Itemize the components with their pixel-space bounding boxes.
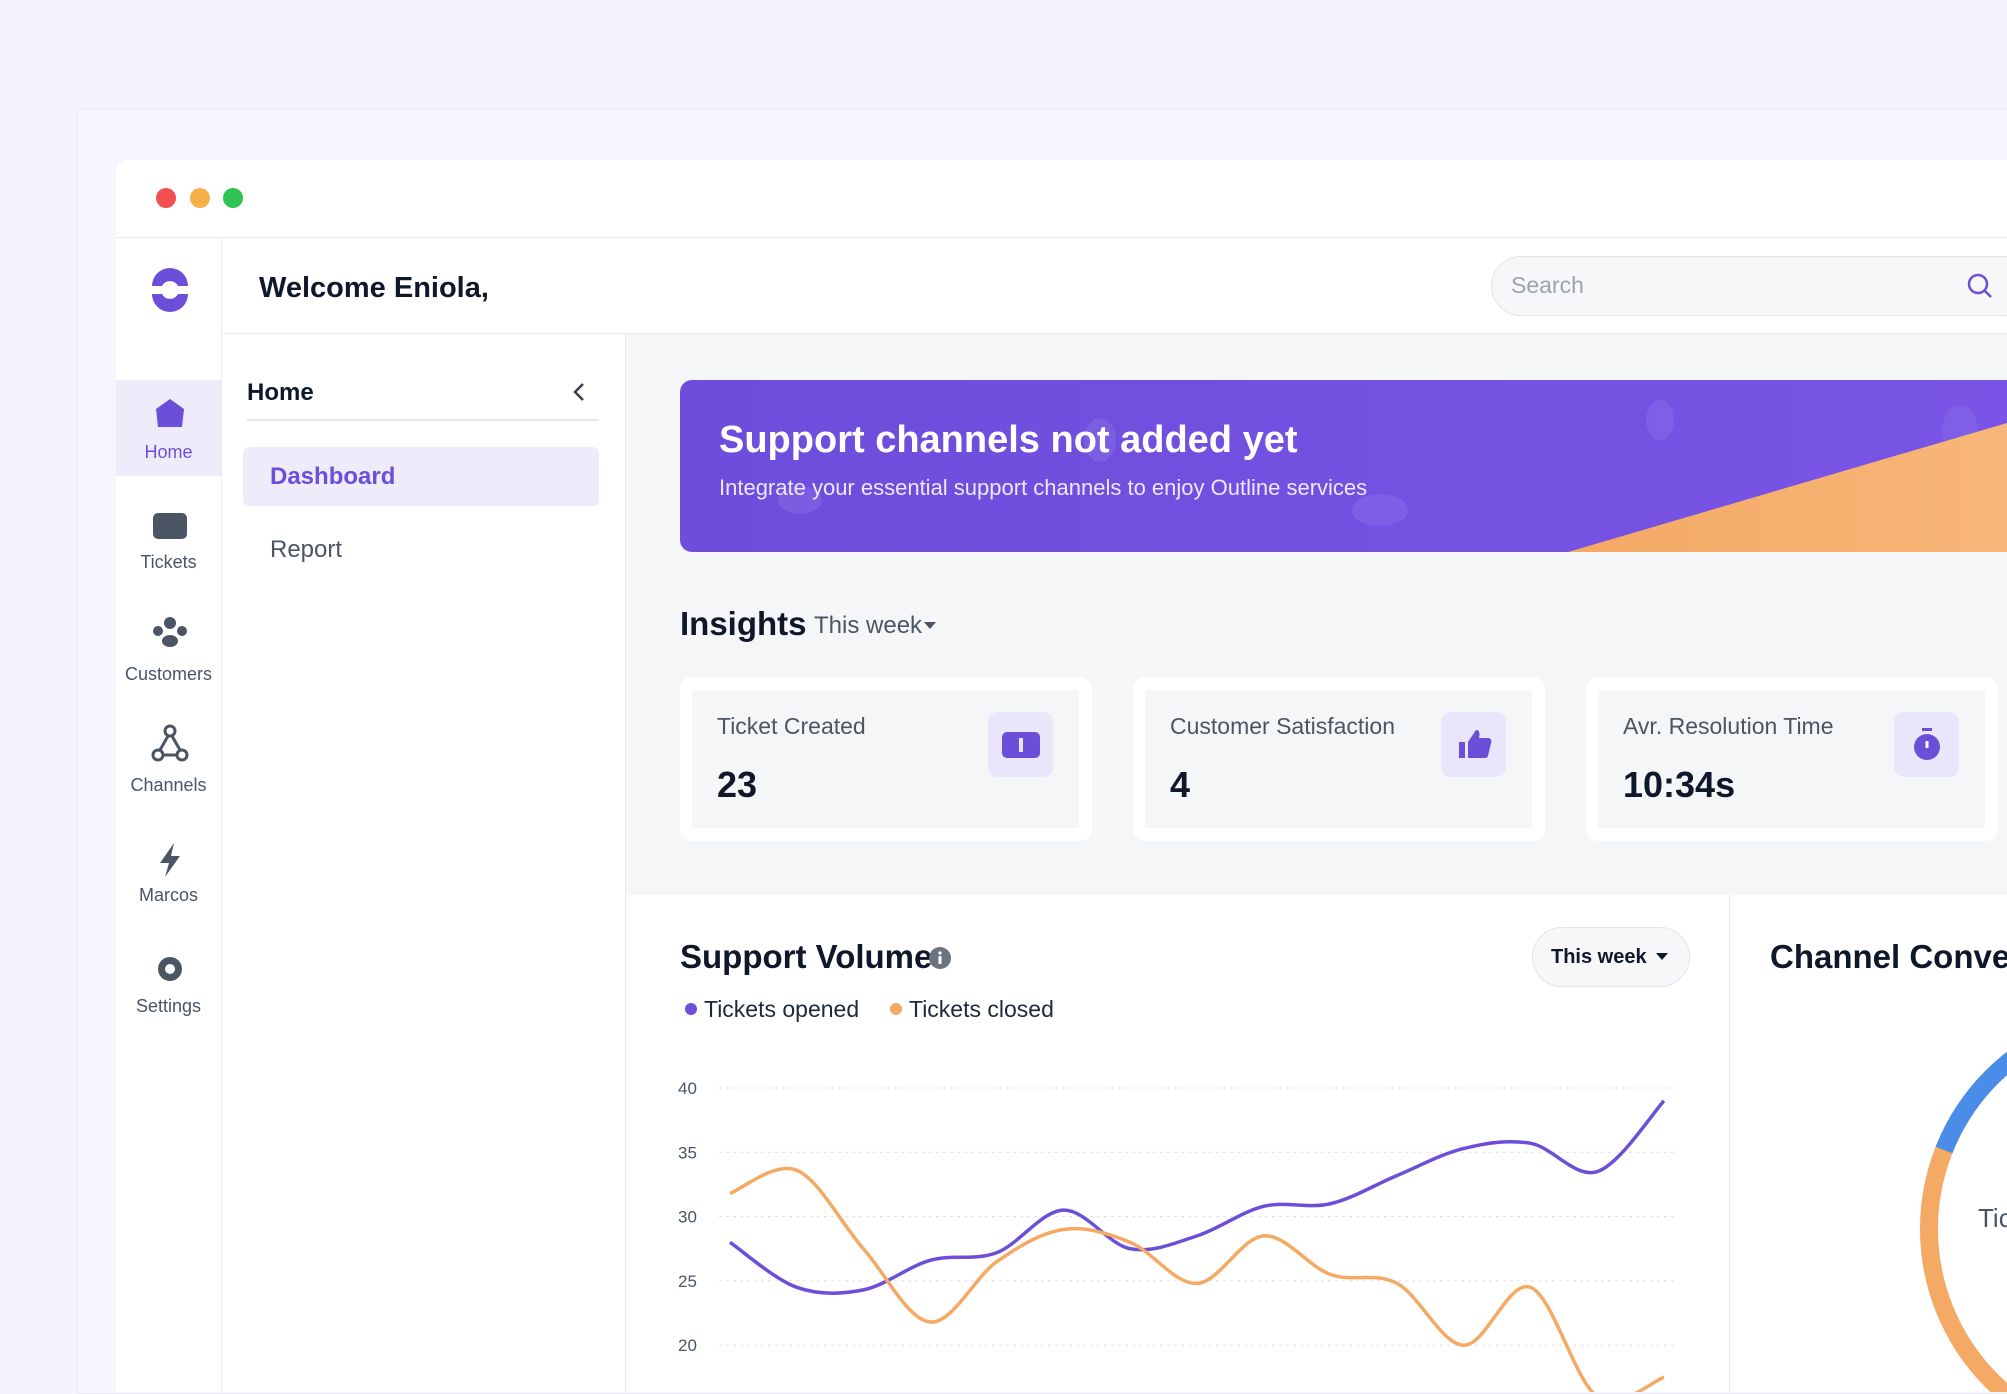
- card-value: 10:34s: [1623, 764, 1736, 805]
- card-icon: [1441, 712, 1506, 777]
- series-line: [729, 1166, 1665, 1392]
- close-dot[interactable]: [156, 188, 176, 208]
- nav-tickets[interactable]: Tickets: [140, 552, 197, 572]
- greeting: Welcome Eniola,: [259, 272, 489, 304]
- nav-icons-2: [151, 617, 189, 981]
- search-placeholder: Search: [1511, 272, 1584, 298]
- info-icon[interactable]: [928, 946, 952, 970]
- donut: [1920, 1051, 2007, 1392]
- subnav-divider: [625, 334, 626, 1392]
- maximize-dot[interactable]: [223, 188, 243, 208]
- nav-settings[interactable]: Settings: [135, 996, 202, 1016]
- subnav-active-bg: [243, 447, 599, 506]
- period-caret[interactable]: [922, 619, 938, 631]
- y-tick-label: 25: [678, 1272, 697, 1291]
- donut-center-label: Tic: [1978, 1203, 2007, 1233]
- chart-period: This week: [1551, 946, 1647, 968]
- subnav-title: Home: [247, 379, 314, 406]
- subnav-dashboard[interactable]: Dashboard: [270, 463, 396, 490]
- collapse-chevron[interactable]: [570, 381, 590, 403]
- search-icon[interactable]: [1966, 272, 1994, 300]
- channel-title: Channel Conver: [1770, 938, 2007, 975]
- y-tick-label: 40: [678, 1079, 697, 1098]
- panel-divider: [1729, 895, 1730, 1392]
- chart-period-caret[interactable]: [1654, 950, 1670, 962]
- series-line: [729, 1099, 1666, 1296]
- rail-divider: [221, 238, 222, 1392]
- insights-title: Insights: [680, 605, 807, 642]
- card-label: Customer Satisfaction: [1170, 713, 1395, 739]
- card-value: 4: [1170, 764, 1191, 805]
- insights-period[interactable]: This week: [814, 612, 923, 639]
- legend-label: Tickets opened: [704, 996, 860, 1022]
- nav-channels[interactable]: Channels: [130, 775, 207, 795]
- subnav-rule: [247, 419, 599, 421]
- card-label: Avr. Resolution Time: [1623, 713, 1834, 739]
- titlebar-divider: [116, 237, 2007, 238]
- logo: [152, 268, 188, 312]
- card-icon: [1894, 712, 1959, 777]
- nav-active-bg: [116, 380, 221, 476]
- y-tick-label: 35: [678, 1143, 697, 1162]
- legend-dot: [890, 1003, 902, 1015]
- nav-home[interactable]: Home: [144, 442, 193, 462]
- banner: [680, 380, 2007, 552]
- banner-subtitle: Integrate your essential support channel…: [719, 475, 1368, 500]
- card-label: Ticket Created: [717, 713, 866, 739]
- minimize-dot[interactable]: [190, 188, 210, 208]
- card-icon: [988, 712, 1053, 777]
- line-chart: 20 25 30 35 40: [678, 1079, 1674, 1392]
- legend-label: Tickets closed: [909, 996, 1054, 1022]
- card-value: 23: [717, 764, 758, 805]
- y-tick-label: 20: [678, 1336, 697, 1355]
- chart-bg: [626, 895, 2007, 1392]
- legend-dot: [685, 1003, 697, 1015]
- nav-icons: [153, 399, 187, 539]
- subnav-report[interactable]: Report: [270, 536, 343, 563]
- banner-title: Support channels not added yet: [719, 419, 1298, 461]
- header-divider: [222, 333, 2007, 334]
- y-tick-label: 30: [678, 1208, 697, 1227]
- search-box[interactable]: [1491, 256, 2007, 316]
- nav-marcos[interactable]: Marcos: [138, 885, 198, 905]
- chart-title: Support Volume: [680, 938, 933, 975]
- nav-customers[interactable]: Customers: [124, 664, 213, 684]
